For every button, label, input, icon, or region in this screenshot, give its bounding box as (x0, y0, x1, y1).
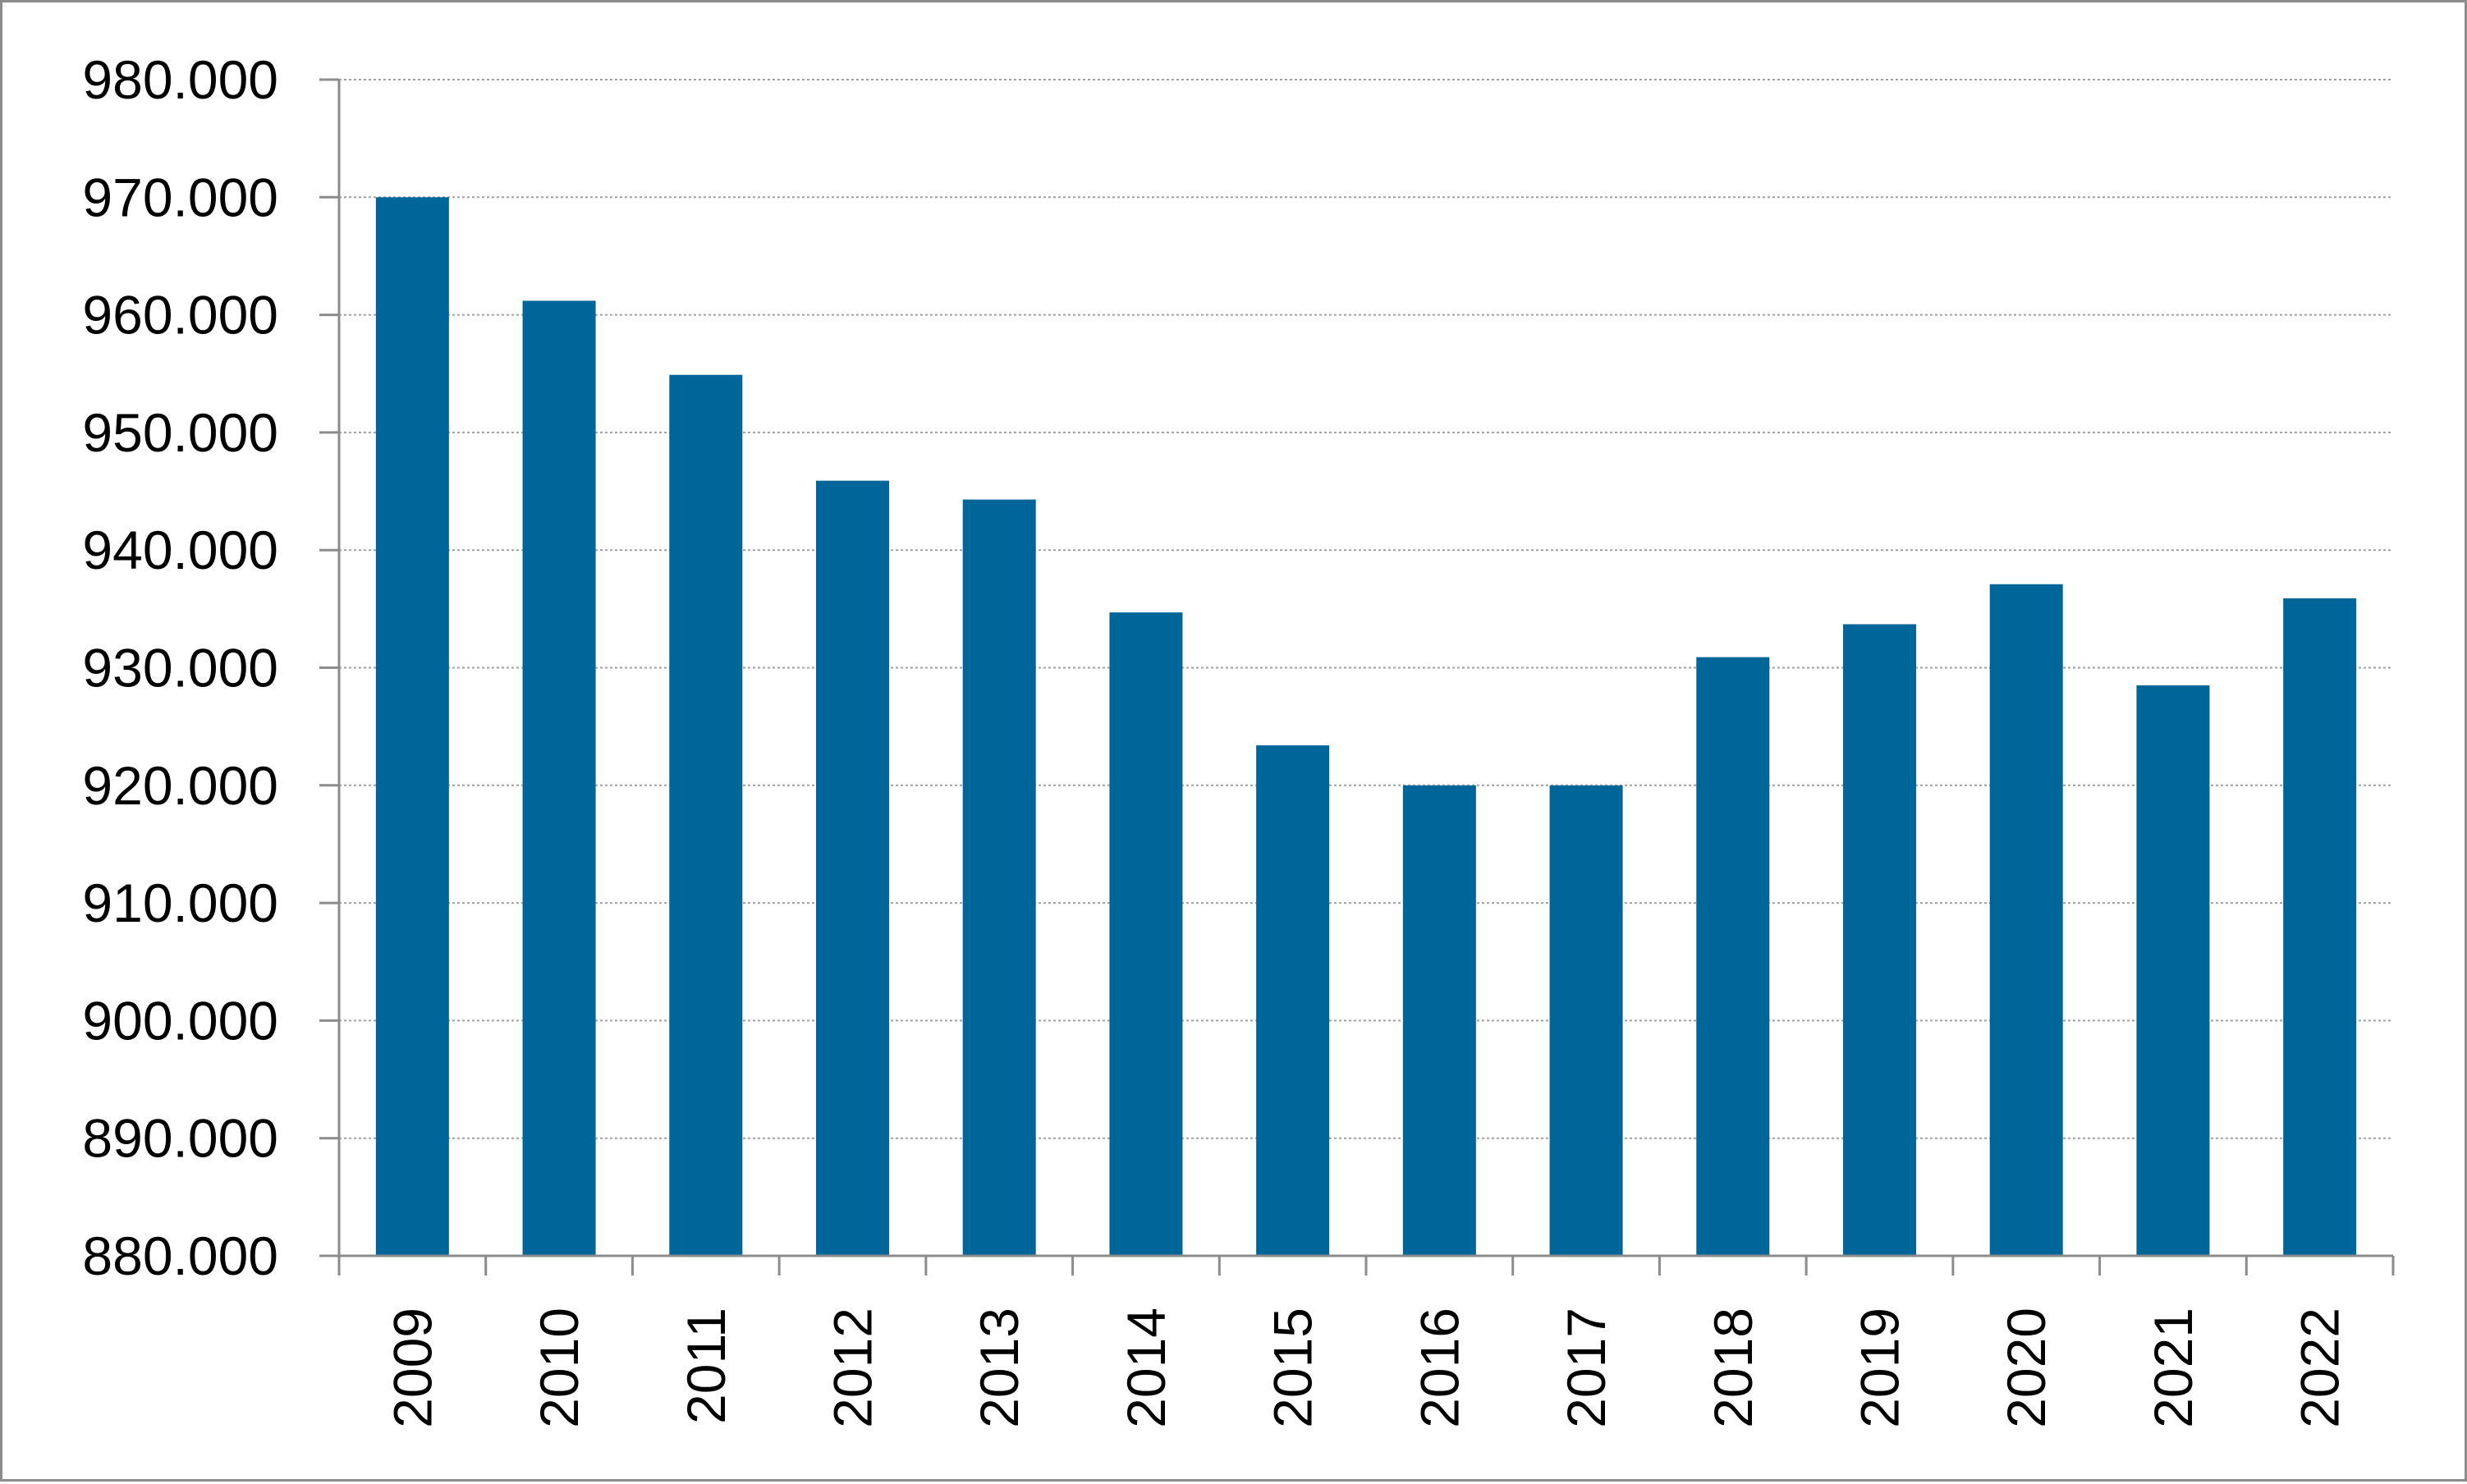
y-tick-label: 970.000 (82, 167, 278, 227)
x-tick-label-2016: 2016 (1409, 1308, 1470, 1428)
gridlines (339, 79, 2393, 1139)
x-tick-label-2017: 2017 (1556, 1308, 1616, 1428)
bar-2020 (1989, 584, 2063, 1256)
x-tick-label-2010: 2010 (529, 1308, 589, 1428)
x-tick-label-2020: 2020 (1996, 1308, 2057, 1428)
y-tick-label: 880.000 (82, 1225, 278, 1286)
bar-2010 (522, 300, 596, 1256)
y-tick-label: 960.000 (82, 285, 278, 346)
x-tick-label-2013: 2013 (969, 1308, 1029, 1428)
y-tick-label: 900.000 (82, 990, 278, 1051)
bar-2016 (1402, 785, 1476, 1256)
bar-2013 (962, 499, 1036, 1256)
bar-2015 (1256, 745, 1330, 1256)
bar-2017 (1549, 785, 1623, 1256)
bar-2018 (1696, 657, 1770, 1256)
x-tick-label-2012: 2012 (823, 1308, 883, 1428)
bar-2021 (2136, 685, 2210, 1256)
x-tick-label-2021: 2021 (2143, 1308, 2203, 1428)
x-tick-label-2009: 2009 (382, 1308, 443, 1428)
y-tick-label: 920.000 (82, 755, 278, 816)
x-tick-label-2018: 2018 (1703, 1308, 1763, 1428)
bar-2012 (816, 480, 889, 1256)
x-tick-label-2019: 2019 (1850, 1308, 1910, 1428)
y-tick-label: 940.000 (82, 520, 278, 580)
y-tick-label: 890.000 (82, 1108, 278, 1169)
y-tick-label: 950.000 (82, 402, 278, 463)
bar-2011 (669, 374, 743, 1257)
x-tick-label-2014: 2014 (1116, 1308, 1176, 1428)
y-tick-label: 980.000 (82, 49, 278, 110)
x-tick-label-2011: 2011 (676, 1308, 736, 1424)
tick-labels: 880.000 890.000 900.000 910.000 920.000 930.0… (82, 49, 2350, 1428)
bar-2014 (1109, 612, 1183, 1256)
x-tick-label-2022: 2022 (2290, 1308, 2350, 1428)
y-tick-label: 930.000 (82, 638, 278, 698)
bar-2022 (2283, 598, 2357, 1256)
bars (375, 197, 2357, 1257)
axes (319, 78, 2395, 1276)
bar-2019 (1843, 624, 1916, 1256)
y-tick-label: 910.000 (82, 873, 278, 933)
x-tick-label-2015: 2015 (1263, 1308, 1323, 1428)
bar-2009 (375, 197, 449, 1256)
